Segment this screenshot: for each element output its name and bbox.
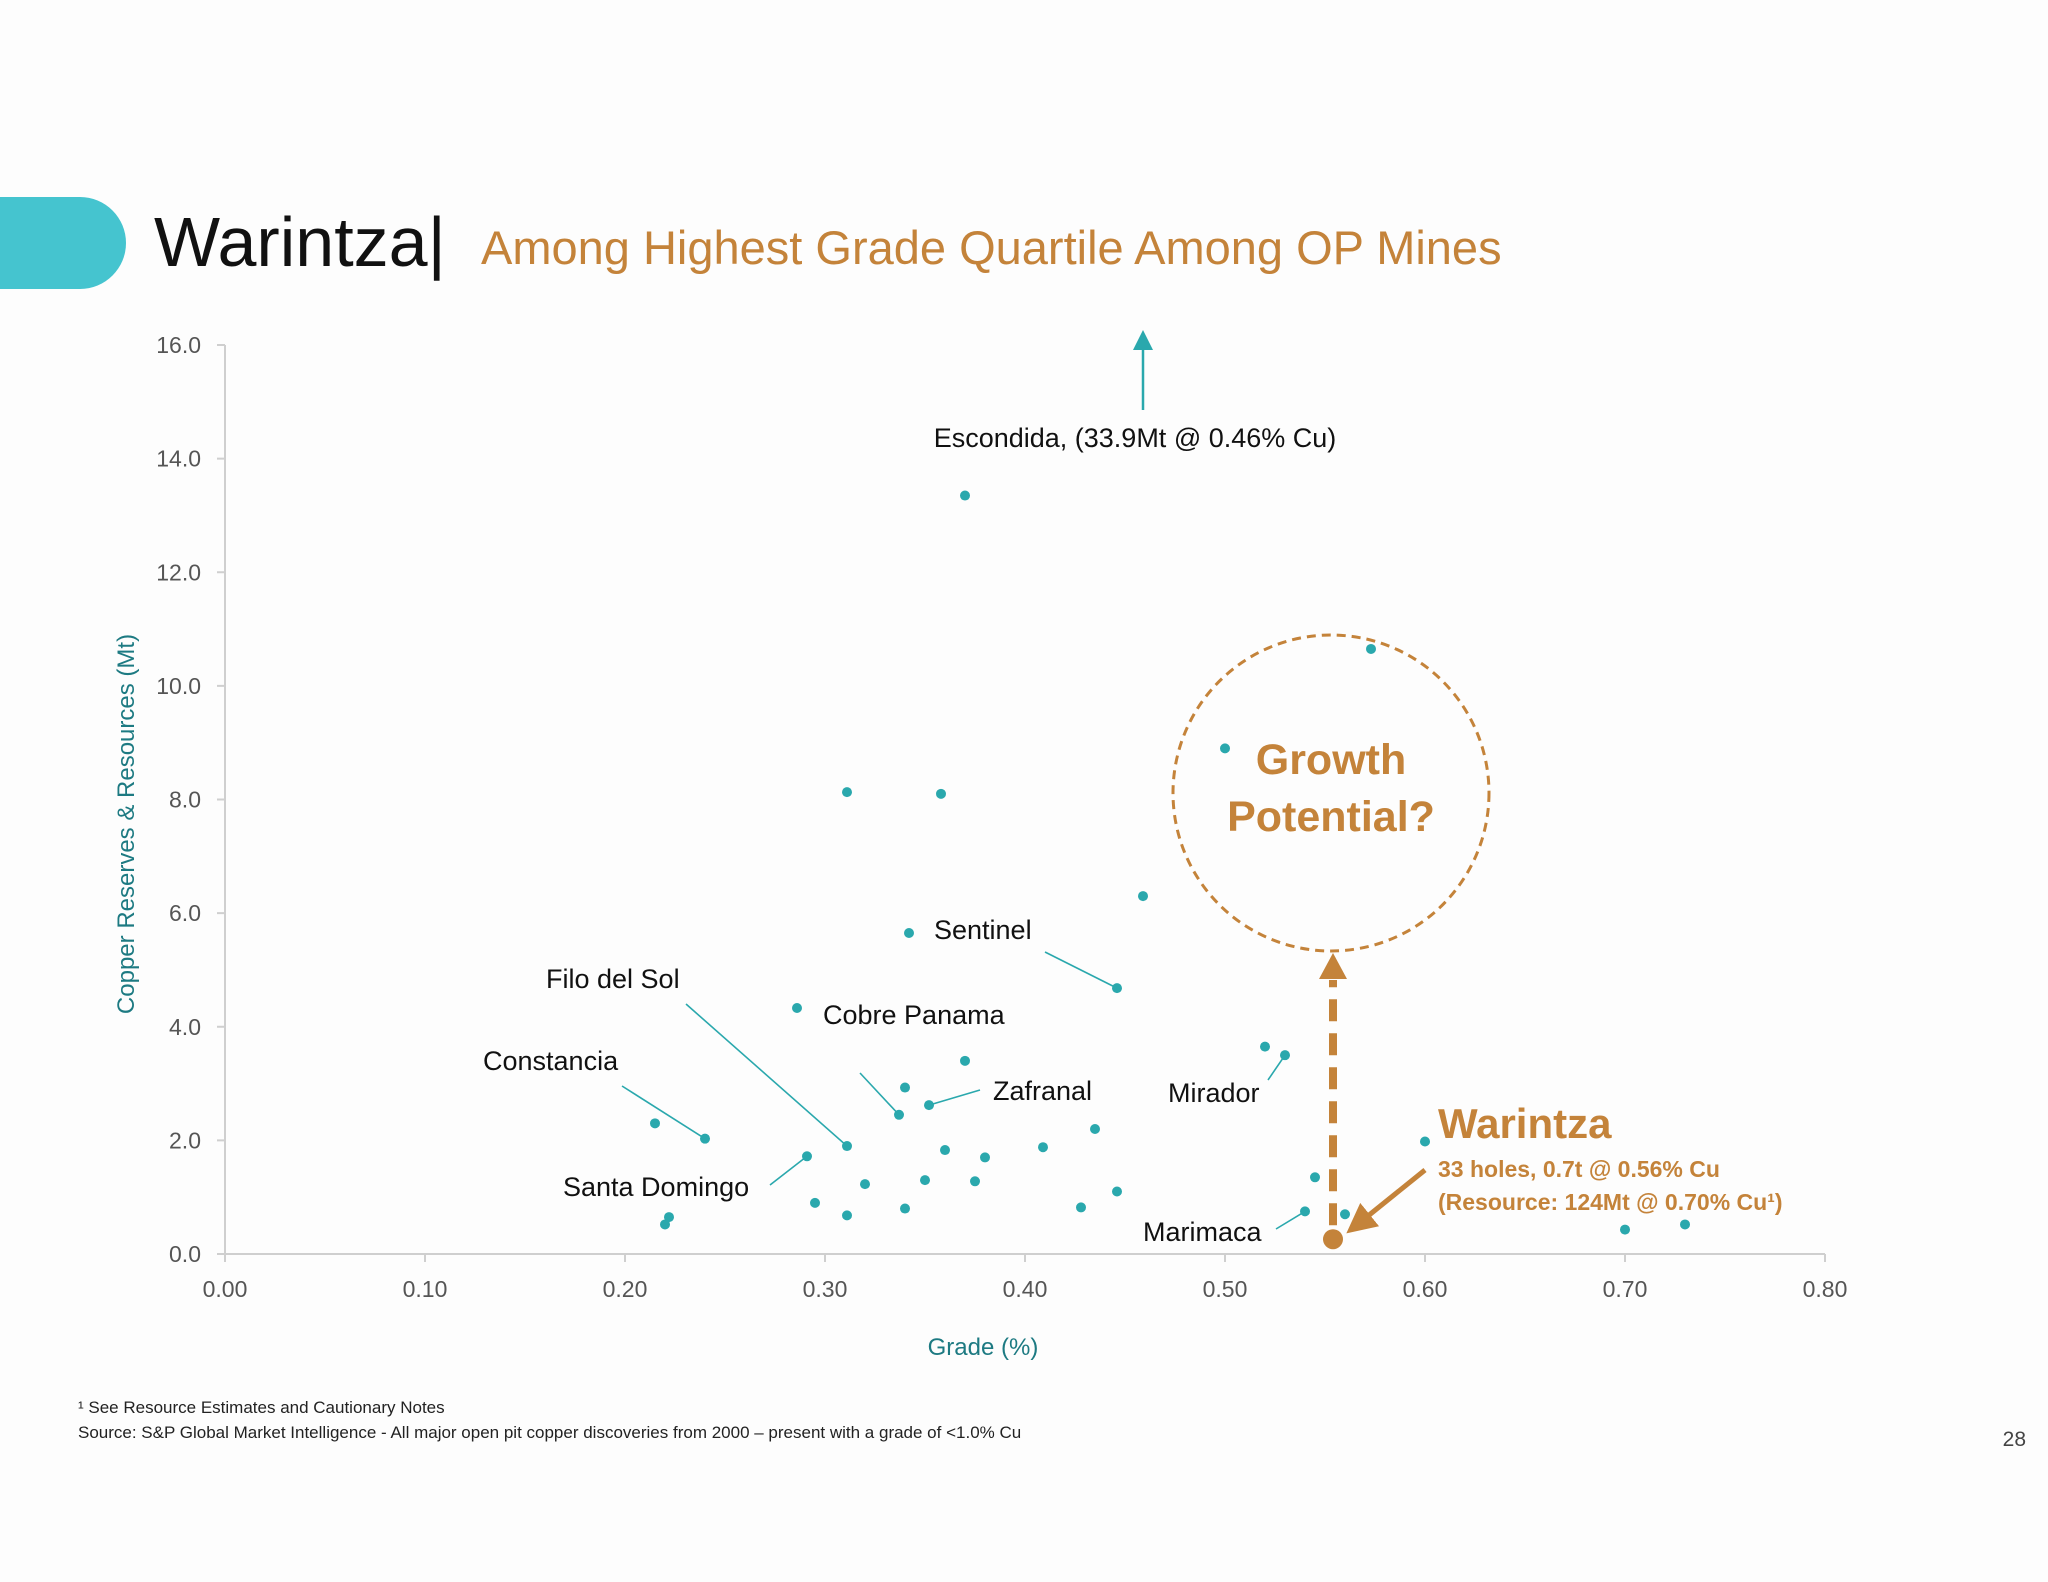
title-tab-shape	[0, 197, 126, 289]
x-tick-label: 0.00	[203, 1276, 248, 1302]
data-point	[660, 1219, 670, 1230]
data-point	[970, 1176, 980, 1187]
y-tick-label: 8.0	[169, 787, 201, 813]
page-number: 28	[2002, 1428, 2026, 1451]
data-point	[960, 1055, 970, 1066]
warintza-detail-2: (Resource: 124Mt @ 0.70% Cu¹)	[1438, 1189, 1783, 1215]
data-point	[792, 1003, 802, 1014]
y-tick-label: 0.0	[169, 1241, 201, 1267]
annotation-label: Santa Domingo	[563, 1172, 749, 1202]
warintza-pointer-arrow	[1346, 1168, 1427, 1234]
data-point	[904, 928, 914, 939]
data-point	[1138, 891, 1148, 902]
warintza-point	[1323, 1229, 1343, 1250]
annotation-label: Marimaca	[1143, 1217, 1263, 1247]
annotation-label: Zafranal	[993, 1076, 1092, 1106]
y-tick-label: 10.0	[156, 673, 201, 699]
data-point	[1420, 1136, 1430, 1147]
data-point	[1090, 1124, 1100, 1135]
leader-line	[1267, 1054, 1286, 1081]
page-subtitle: Among Highest Grade Quartile Among OP Mi…	[481, 221, 1502, 274]
leader-line	[769, 1155, 808, 1186]
data-point	[936, 788, 946, 799]
data-point	[1310, 1172, 1320, 1183]
x-tick-label: 0.50	[1203, 1276, 1248, 1302]
annotation-label: Escondida, (33.9Mt @ 0.46% Cu)	[934, 423, 1337, 453]
annotation-label: Filo del Sol	[546, 964, 680, 994]
data-point	[1220, 743, 1230, 754]
data-point	[1620, 1224, 1630, 1235]
data-point	[842, 1210, 852, 1221]
data-point	[1260, 1041, 1270, 1052]
growth-label-line2: Potential?	[1227, 793, 1435, 841]
leader-line	[928, 1089, 981, 1106]
x-tick-label: 0.70	[1603, 1276, 1648, 1302]
data-point	[860, 1179, 870, 1190]
growth-potential-circle	[1171, 633, 1491, 953]
data-point	[960, 490, 970, 501]
x-tick-label: 0.30	[803, 1276, 848, 1302]
x-tick-label: 0.10	[403, 1276, 448, 1302]
x-tick-label: 0.40	[1003, 1276, 1048, 1302]
annotation-label: Cobre Panama	[823, 1000, 1006, 1030]
y-tick-label: 2.0	[169, 1127, 201, 1153]
annotation-label: Constancia	[483, 1046, 619, 1076]
x-axis-title: Grade (%)	[928, 1334, 1039, 1361]
source-note: Source: S&P Global Market Intelligence -…	[78, 1423, 1022, 1442]
growth-arrow-head	[1319, 953, 1347, 979]
x-tick-label: 0.60	[1403, 1276, 1448, 1302]
page-title: Warintza|	[154, 203, 446, 281]
annotation-label: Sentinel	[934, 915, 1032, 945]
growth-label-line1: Growth	[1256, 736, 1406, 784]
data-point	[1112, 1186, 1122, 1197]
data-point	[940, 1145, 950, 1156]
leader-line	[621, 1085, 706, 1140]
data-point	[1038, 1142, 1048, 1153]
data-point	[842, 787, 852, 798]
data-point	[664, 1212, 674, 1223]
y-tick-label: 4.0	[169, 1014, 201, 1040]
footnote: ¹ See Resource Estimates and Cautionary …	[78, 1398, 445, 1417]
data-point	[900, 1203, 910, 1214]
y-tick-label: 12.0	[156, 559, 201, 585]
warintza-detail-1: 33 holes, 0.7t @ 0.56% Cu	[1438, 1156, 1720, 1182]
y-tick-label: 14.0	[156, 446, 201, 472]
leader-line	[1044, 951, 1118, 989]
leader-line	[859, 1072, 900, 1116]
y-axis-title: Copper Reserves & Resources (Mt)	[113, 634, 140, 1014]
data-point	[900, 1082, 910, 1093]
data-point	[650, 1118, 660, 1129]
x-tick-label: 0.20	[603, 1276, 648, 1302]
data-point	[1076, 1202, 1086, 1213]
y-tick-label: 6.0	[169, 900, 201, 926]
x-tick-label: 0.80	[1803, 1276, 1848, 1302]
y-tick-label: 16.0	[156, 332, 201, 358]
warintza-label: Warintza	[1438, 1100, 1612, 1147]
leader-line	[1275, 1210, 1306, 1230]
data-point	[920, 1175, 930, 1186]
data-point	[980, 1152, 990, 1163]
data-point	[1680, 1219, 1690, 1230]
data-point	[1340, 1209, 1350, 1220]
annotation-label: Mirador	[1168, 1078, 1260, 1108]
data-point	[1366, 643, 1376, 654]
data-point	[810, 1197, 820, 1208]
leader-line	[685, 1003, 848, 1147]
